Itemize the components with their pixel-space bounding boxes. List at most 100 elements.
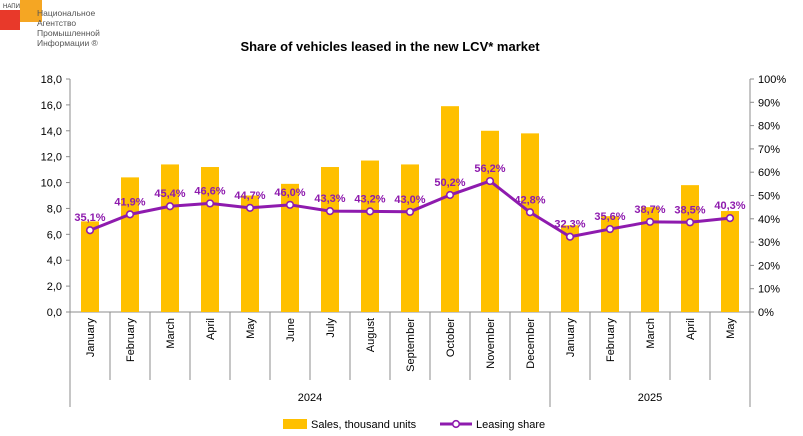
bar (401, 164, 419, 312)
data-label: 42,8% (514, 194, 545, 206)
y-right-tick-label: 100% (758, 74, 786, 86)
y-left-tick-label: 4,0 (47, 255, 62, 267)
data-label: 46,6% (194, 185, 225, 197)
data-label: 44,7% (234, 190, 265, 202)
bar (121, 177, 139, 312)
y-right-tick-label: 0% (758, 307, 774, 319)
y-left-tick-label: 6,0 (47, 229, 62, 241)
y-left-tick-label: 10,0 (41, 178, 62, 190)
data-label: 45,4% (154, 188, 185, 200)
y-right-tick-label: 40% (758, 214, 780, 226)
x-tick-label: January (85, 318, 97, 358)
group-label: 2025 (638, 392, 662, 404)
logo: НАПИ Национальное Агентство Промышленной… (0, 0, 100, 50)
data-label: 50,2% (434, 177, 465, 189)
y-left-tick-label: 12,0 (41, 152, 62, 164)
x-tick-label: March (645, 318, 657, 349)
x-tick-label: July (325, 318, 337, 338)
line-point (125, 210, 135, 219)
x-tick-label: September (405, 318, 417, 372)
line-point (245, 203, 255, 212)
logo-red-square (0, 10, 20, 30)
bar (641, 207, 659, 312)
bar (601, 216, 619, 312)
bar (481, 130, 499, 312)
data-label: 32,3% (554, 219, 585, 231)
x-tick-label: April (205, 318, 217, 340)
bar (721, 211, 739, 312)
x-tick-label: March (165, 318, 177, 349)
data-label: 38,5% (674, 204, 705, 216)
x-tick-label: November (485, 318, 497, 369)
data-label: 35,6% (594, 211, 625, 223)
x-tick-label: April (685, 318, 697, 340)
bar (441, 106, 459, 312)
y-left-tick-label: 16,0 (41, 100, 62, 112)
bar (681, 185, 699, 312)
line-point (685, 218, 695, 227)
bar (321, 167, 339, 312)
legend-swatch-point (451, 419, 461, 429)
y-right-tick-label: 90% (758, 97, 780, 109)
line-point (85, 226, 95, 235)
logo-line-3: Промышленной (37, 28, 100, 38)
logo-line-4: Информации ® (37, 38, 98, 48)
y-left-tick-label: 8,0 (47, 203, 62, 215)
bar (81, 221, 99, 312)
x-tick-label: October (445, 318, 457, 357)
bar (361, 160, 379, 312)
x-tick-label: February (605, 318, 617, 363)
line-point (205, 199, 215, 208)
logo-line-1: Национальное (37, 8, 96, 18)
bar (561, 225, 579, 312)
line-point (365, 207, 375, 216)
legend-swatch-bar (283, 419, 307, 429)
data-label: 43,2% (354, 193, 385, 205)
logo-tag: НАПИ (3, 4, 20, 10)
x-tick-label: February (125, 318, 137, 363)
group-label: 2024 (298, 392, 322, 404)
data-label: 41,9% (114, 196, 145, 208)
line-point (165, 202, 175, 211)
line-point (405, 207, 415, 216)
x-tick-label: December (525, 318, 537, 369)
y-right-tick-label: 30% (758, 237, 780, 249)
legend-label-leasing: Leasing share (476, 419, 545, 431)
bar (241, 195, 259, 312)
chart-title: Share of vehicles leased in the new LCV*… (240, 39, 540, 54)
y-right-tick-label: 50% (758, 191, 780, 203)
data-label: 40,3% (714, 200, 745, 212)
bar (521, 133, 539, 312)
x-tick-label: May (245, 318, 257, 339)
data-label: 38,7% (634, 204, 665, 216)
x-tick-label: August (365, 318, 377, 352)
y-right-tick-label: 70% (758, 144, 780, 156)
x-tick-label: May (725, 318, 737, 339)
data-label: 43,3% (314, 193, 345, 205)
line-point (445, 190, 455, 200)
y-left-tick-label: 0,0 (47, 307, 62, 319)
line-point (325, 207, 335, 216)
logo-line-2: Агентство (37, 18, 77, 28)
y-right-tick-label: 20% (758, 260, 780, 272)
y-left-tick-label: 2,0 (47, 281, 62, 293)
line-point (565, 232, 575, 241)
y-left-tick-label: 18,0 (41, 74, 62, 86)
line-point (525, 208, 535, 217)
data-label: 56,2% (474, 163, 505, 175)
y-right-tick-label: 80% (758, 121, 780, 133)
data-label: 35,1% (74, 212, 105, 224)
line-point (605, 224, 615, 234)
line-point (645, 217, 655, 226)
x-tick-label: June (285, 318, 297, 342)
line-point (285, 200, 295, 209)
logo-org-name: Национальное Агентство Промышленной Инфо… (37, 8, 100, 48)
data-label: 46,0% (274, 187, 305, 199)
data-label: 43,0% (394, 194, 425, 206)
line-point (725, 214, 735, 223)
legend-label-sales: Sales, thousand units (311, 419, 417, 431)
bar (281, 183, 299, 312)
logo-orange-square (20, 0, 42, 22)
line-point (485, 176, 495, 186)
